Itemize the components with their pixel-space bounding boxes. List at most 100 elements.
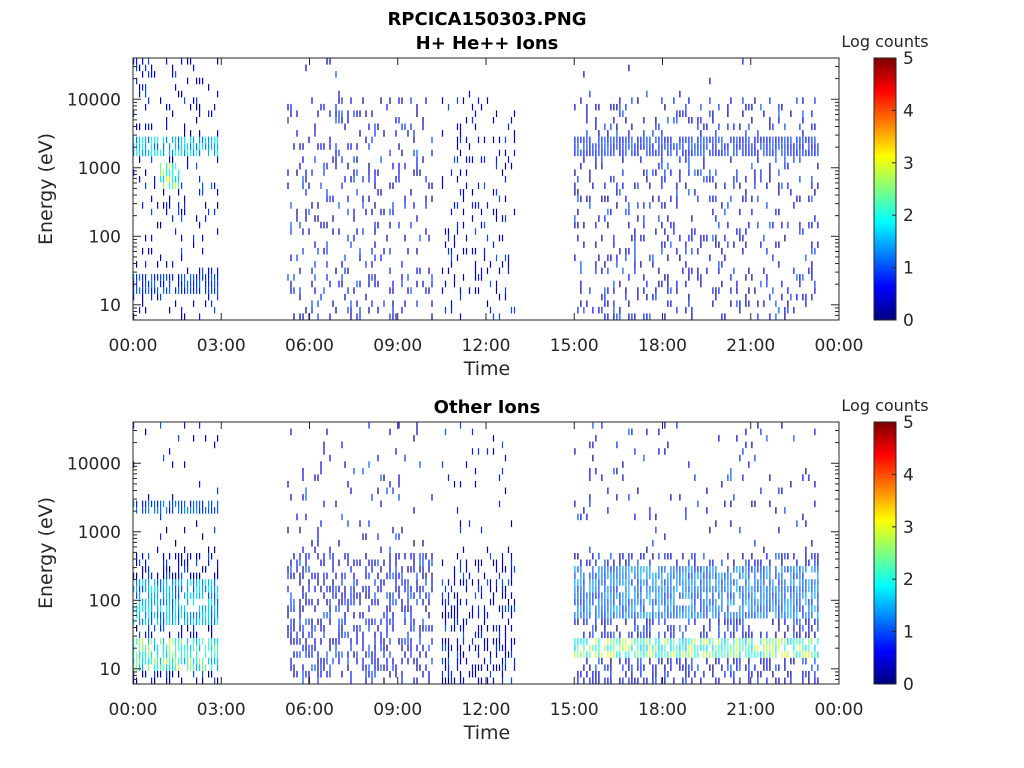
spectrogram-pixel: [631, 605, 633, 612]
spectrogram-pixel: [344, 123, 346, 131]
x-tick-label: 03:00: [197, 700, 246, 720]
spectrogram-pixel: [583, 638, 585, 645]
spectrogram-pixel: [290, 103, 292, 111]
spectrogram-pixel: [667, 585, 669, 593]
spectrogram-pixel: [169, 274, 171, 281]
spectrogram-pixel: [142, 300, 144, 307]
spectrogram-pixel: [362, 638, 364, 645]
spectrogram-pixel: [290, 280, 292, 288]
spectrogram-pixel: [142, 566, 144, 573]
spectrogram-pixel: [667, 162, 669, 170]
spectrogram-pixel: [700, 280, 702, 288]
spectrogram-pixel: [353, 467, 355, 475]
spectrogram-pixel: [347, 664, 349, 671]
spectrogram-pixel: [296, 566, 298, 573]
spectrogram-pixel: [709, 572, 711, 580]
spectrogram-pixel: [148, 625, 150, 632]
spectrogram-pixel: [383, 247, 385, 255]
spectrogram-pixel: [290, 592, 292, 599]
spectrogram-pixel: [811, 221, 813, 229]
spectrogram-pixel: [196, 618, 198, 625]
spectrogram-pixel: [802, 474, 804, 481]
spectrogram-pixel: [640, 638, 642, 645]
spectrogram-pixel: [652, 605, 654, 612]
spectrogram-pixel: [586, 136, 588, 144]
spectrogram-pixel: [751, 117, 753, 124]
spectrogram-pixel: [772, 638, 774, 645]
spectrogram-pixel: [208, 618, 210, 625]
spectrogram-pixel: [486, 202, 489, 209]
spectrogram-pixel: [389, 651, 391, 658]
spectrogram-pixel: [480, 677, 483, 684]
spectrogram-pixel: [184, 461, 186, 468]
spectrogram-pixel: [148, 598, 150, 606]
spectrogram-pixel: [341, 651, 343, 658]
spectrogram-pixel: [160, 625, 162, 632]
spectrogram-pixel: [293, 664, 295, 671]
spectrogram-pixel: [495, 189, 498, 196]
spectrogram-pixel: [814, 644, 816, 652]
spectrogram-pixel: [775, 553, 777, 560]
spectrogram-pixel: [748, 612, 750, 619]
spectrogram-pixel: [724, 670, 726, 678]
spectrogram-pixel: [335, 572, 337, 580]
spectrogram-pixel: [456, 644, 459, 652]
spectrogram-pixel: [739, 638, 741, 645]
spectrogram-pixel: [395, 313, 397, 320]
spectrogram-pixel: [706, 136, 708, 144]
spectrogram-pixel: [374, 638, 376, 645]
spectrogram-pixel: [196, 507, 198, 514]
spectrogram-pixel: [715, 195, 717, 203]
spectrogram-pixel: [317, 247, 319, 255]
spectrogram-pixel: [214, 441, 216, 449]
spectrogram-pixel: [712, 175, 714, 183]
spectrogram-pixel: [323, 625, 325, 632]
spectrogram-pixel: [607, 195, 609, 203]
spectrogram-pixel: [453, 481, 456, 488]
spectrogram-pixel: [733, 494, 735, 501]
spectrogram-pixel: [751, 612, 753, 619]
spectrogram-pixel: [190, 103, 192, 111]
spectrogram-pixel: [628, 559, 630, 567]
spectrogram-pixel: [712, 143, 714, 150]
spectrogram-pixel: [290, 559, 292, 567]
spectrogram-pixel: [344, 598, 346, 606]
spectrogram-pixel: [362, 533, 364, 540]
spectrogram-pixel: [145, 306, 147, 314]
spectrogram-pixel: [456, 553, 459, 560]
spectrogram-pixel: [335, 306, 337, 314]
spectrogram-pixel: [724, 500, 726, 508]
spectrogram-pixel: [172, 110, 174, 117]
spectrogram-pixel: [371, 247, 373, 255]
spectrogram-pixel: [646, 546, 648, 553]
spectrogram-pixel: [808, 474, 810, 481]
spectrogram-pixel: [326, 247, 328, 255]
spectrogram-pixel: [793, 566, 795, 573]
spectrogram-pixel: [631, 612, 633, 619]
spectrogram-pixel: [211, 553, 213, 560]
spectrogram-pixel: [456, 605, 459, 612]
spectrogram-pixel: [742, 572, 744, 580]
spectrogram-pixel: [817, 605, 819, 612]
spectrogram-pixel: [214, 507, 216, 514]
x-tick-label: 03:00: [197, 336, 246, 356]
spectrogram-pixel: [628, 274, 630, 281]
spectrogram-pixel: [769, 605, 771, 612]
spectrogram-pixel: [302, 605, 304, 612]
spectrogram-pixel: [730, 592, 732, 599]
spectrogram-pixel: [775, 143, 777, 150]
spectrogram-pixel: [217, 618, 219, 625]
spectrogram-pixel: [574, 579, 576, 586]
spectrogram-pixel: [157, 592, 159, 599]
spectrogram-pixel: [595, 612, 597, 619]
x-tick-label: 00:00: [815, 336, 864, 356]
spectrogram-pixel: [724, 644, 726, 652]
spectrogram-pixel: [362, 202, 364, 209]
spectrogram-pixel: [718, 579, 720, 586]
spectrogram-pixel: [154, 579, 156, 586]
spectrogram-pixel: [471, 612, 474, 619]
spectrogram-pixel: [721, 598, 723, 606]
spectrogram-pixel: [416, 110, 418, 117]
spectrogram-pixel: [592, 149, 594, 157]
spectrogram-pixel: [184, 287, 186, 294]
